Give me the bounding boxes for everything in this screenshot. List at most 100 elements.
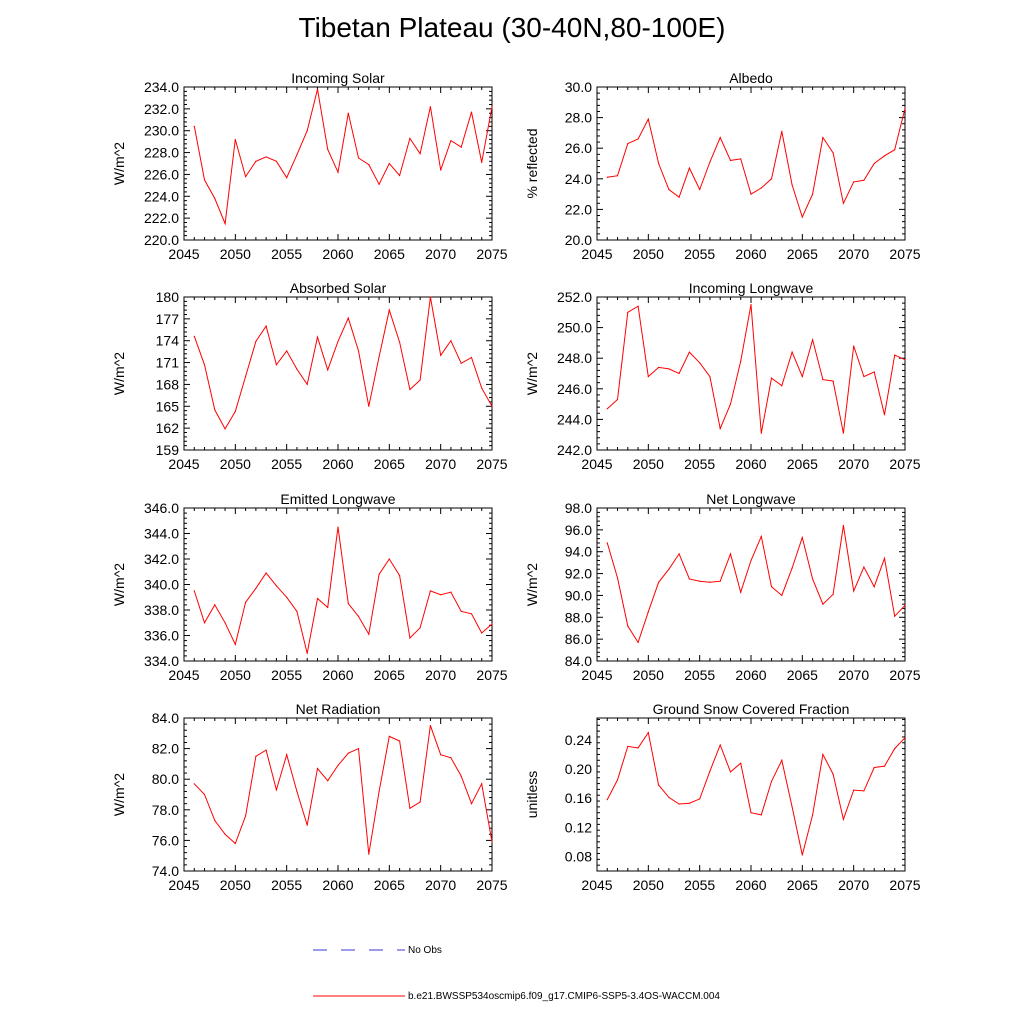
- data-point: [327, 369, 329, 371]
- data-point: [255, 340, 257, 343]
- data-point: [637, 305, 639, 307]
- data-point: [440, 169, 442, 171]
- data-point: [193, 335, 195, 337]
- series-line-ground-snow-covered-fraction: [606, 731, 906, 856]
- data-point: [699, 362, 701, 364]
- x-tick-label: 2075: [889, 877, 920, 893]
- data-point: [234, 138, 236, 141]
- x-tick-label: 2075: [889, 456, 920, 472]
- data-point: [306, 130, 308, 132]
- panel-incoming-longwave: 2045 2050 2055 2060 2065 2070 2075 242.0 244.0 24…: [524, 280, 921, 472]
- y-tick-label: 165: [156, 398, 180, 414]
- data-point: [450, 340, 452, 342]
- data-point: [822, 753, 824, 756]
- x-tick-label: 2045: [168, 667, 199, 683]
- data-point: [347, 112, 349, 114]
- data-point: [460, 362, 462, 364]
- y-tick-label: 242.0: [557, 442, 592, 458]
- y-tick-label: 82.0: [152, 741, 179, 757]
- data-point: [399, 341, 401, 343]
- data-point: [245, 176, 247, 178]
- data-point: [337, 526, 339, 528]
- data-point: [678, 372, 680, 375]
- data-point: [224, 833, 226, 835]
- data-point: [491, 623, 493, 625]
- data-point: [637, 641, 639, 644]
- x-tick-label: 2070: [838, 246, 869, 262]
- x-tick-label: 2075: [476, 246, 507, 262]
- series-line-net-radiation: [193, 725, 493, 855]
- data-point: [316, 767, 319, 770]
- plot-frame: [183, 717, 493, 872]
- data-point: [255, 160, 257, 162]
- data-point: [637, 138, 639, 140]
- y-tick-label: 78.0: [152, 802, 179, 818]
- data-point: [357, 748, 360, 750]
- data-point: [658, 784, 660, 786]
- x-tick-label: 2060: [322, 667, 353, 683]
- data-point: [275, 789, 277, 791]
- y-tick-label: 0.12: [565, 819, 592, 835]
- data-point: [606, 799, 608, 801]
- data-point: [234, 643, 236, 646]
- plot-frame: [596, 86, 906, 241]
- plot-frame: [596, 507, 906, 662]
- series-line-emitted-longwave: [193, 527, 493, 654]
- x-tick-label: 2065: [374, 246, 405, 262]
- data-point: [904, 359, 906, 361]
- data-point: [863, 179, 865, 181]
- data-point: [316, 336, 319, 338]
- data-point: [627, 625, 629, 627]
- data-point: [429, 296, 431, 298]
- data-point: [224, 223, 226, 225]
- data-point: [409, 637, 411, 639]
- data-point: [832, 380, 834, 382]
- data-point: [265, 749, 267, 751]
- data-point: [388, 735, 390, 737]
- data-point: [822, 136, 824, 139]
- y-tick-label: 228.0: [144, 145, 179, 161]
- data-point: [770, 586, 773, 588]
- data-point: [265, 156, 267, 158]
- x-tick-label: 2050: [220, 246, 251, 262]
- data-point: [719, 580, 721, 582]
- plot-frame: [183, 86, 493, 241]
- data-point: [460, 610, 462, 612]
- data-point: [863, 566, 865, 568]
- y-tick-label: 246.0: [557, 381, 592, 397]
- x-tick-label: 2075: [476, 877, 507, 893]
- data-point: [699, 798, 701, 800]
- data-point: [337, 340, 339, 343]
- data-point: [491, 106, 493, 108]
- data-point: [296, 154, 298, 156]
- data-point: [481, 632, 483, 634]
- data-point: [883, 765, 886, 767]
- data-point: [606, 408, 608, 410]
- y-tick-label: 334.0: [144, 653, 179, 669]
- data-point: [832, 773, 834, 775]
- y-tick-label: 222.0: [144, 210, 179, 226]
- data-point: [481, 161, 483, 164]
- legend: No Obs b.e21.BWSSP534oscmip6.f09_g17.CMI…: [313, 945, 720, 1002]
- data-point: [883, 414, 886, 416]
- panels-group: 2045 2050 2055 2060 2065 2070 2075 220.0 222.0 22…: [111, 70, 921, 893]
- data-point: [770, 780, 773, 782]
- data-point: [491, 405, 493, 407]
- data-point: [709, 375, 711, 378]
- data-point: [699, 188, 701, 191]
- data-point: [419, 379, 421, 381]
- y-axis-label: W/m^2: [524, 352, 540, 395]
- data-point: [327, 780, 329, 782]
- data-point: [327, 606, 329, 609]
- data-point: [688, 802, 691, 804]
- data-point: [740, 360, 742, 362]
- data-point: [750, 812, 752, 814]
- data-point: [853, 789, 855, 791]
- y-tick-label: 180: [156, 289, 180, 305]
- data-point: [688, 167, 691, 169]
- x-tick-label: 2050: [220, 667, 251, 683]
- data-point: [450, 591, 452, 593]
- y-tick-label: 0.16: [565, 790, 592, 806]
- data-point: [327, 148, 329, 150]
- y-tick-label: 20.0: [565, 232, 592, 248]
